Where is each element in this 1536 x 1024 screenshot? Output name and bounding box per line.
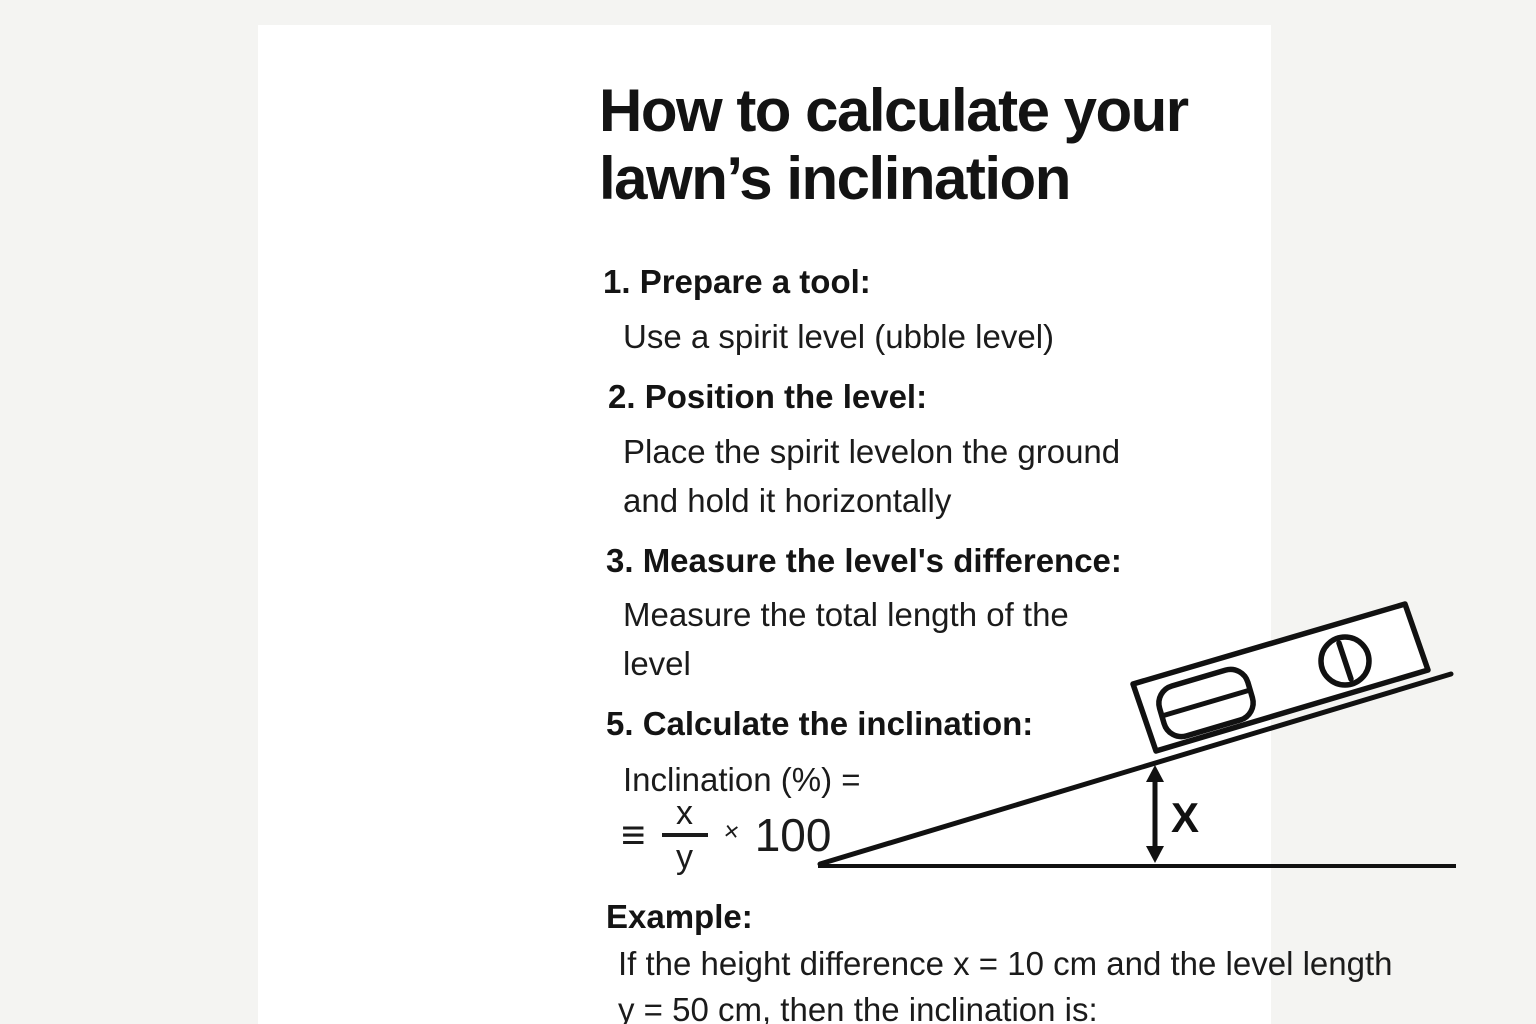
example-heading: Example: (606, 898, 753, 935)
fraction-x-over-y: x y (661, 794, 708, 876)
dial-vial-icon (1318, 634, 1372, 688)
fraction-bar (661, 833, 708, 837)
page-title-line2: lawn’s inclination (599, 145, 1071, 212)
inclination-diagram: X (817, 601, 1456, 868)
step-1-heading: 1. Prepare a tool: (603, 263, 871, 300)
incline-line (817, 671, 1454, 867)
equiv-sign: ≡ (621, 811, 646, 858)
content-panel: How to calculate your lawn’s inclination… (258, 25, 1456, 1024)
example-body: If the height difference x = 10 cm and t… (618, 941, 1393, 1024)
fraction-denominator: y (676, 838, 694, 876)
step-3-heading: 3. Measure the level's difference: (606, 542, 1122, 579)
step-2-heading: 2. Position the level: (608, 378, 928, 415)
fraction-numerator: x (676, 794, 694, 832)
height-arrow (1146, 765, 1164, 863)
step-3-body-line2: level (623, 645, 691, 682)
spirit-level-body (1130, 601, 1431, 754)
step-2-body-line1: Place the spirit levelon the ground (623, 433, 1121, 470)
step-5-heading: 5. Calculate the inclination: (606, 705, 1034, 742)
step-1-body: Use a spirit level (ubble level) (623, 312, 1054, 361)
bubble-vial-icon (1156, 666, 1256, 740)
step-2-body: Place the spirit levelon the ground and … (623, 427, 1120, 525)
step-3-body-line1: Measure the total length of the (623, 596, 1069, 633)
page-title-line1: How to calculate your (599, 77, 1189, 144)
step-5-body: Inclination (%) = (623, 755, 861, 804)
example-body-line2: y = 50 cm, then the inclination is: (618, 991, 1098, 1024)
height-label: X (1171, 794, 1199, 841)
formula-multiplier: 100 (754, 809, 832, 861)
page-title: How to calculate your lawn’s inclination (599, 77, 1189, 213)
step-1-body-line1: Use a spirit level (ubble level) (623, 318, 1055, 355)
multiply-icon: × (721, 815, 741, 847)
step-5-body-line1: Inclination (%) = (623, 761, 861, 798)
step-2-body-line2: and hold it horizontally (623, 482, 952, 519)
step-3-body: Measure the total length of the level (623, 590, 1069, 688)
inclination-formula: ≡ x y × 100 (621, 795, 831, 875)
example-body-line1: If the height difference x = 10 cm and t… (618, 945, 1393, 982)
